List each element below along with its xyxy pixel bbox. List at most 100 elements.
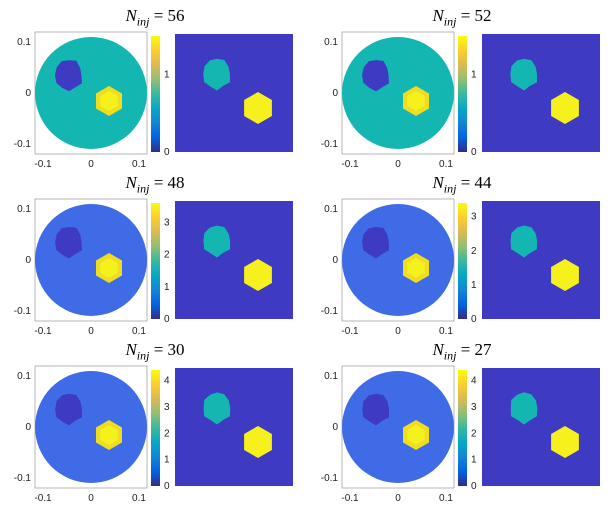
colorbar-tick-label: 3 — [471, 402, 477, 413]
colorbar-tick-label: 2 — [164, 428, 170, 439]
title-symbol: N — [432, 340, 444, 359]
title-subscript: inj — [136, 14, 150, 29]
title-symbol: N — [125, 6, 137, 25]
y-tick-label: -0.1 — [14, 306, 32, 317]
x-tick-label: 0 — [88, 159, 94, 170]
colorbar-tick-label: 2 — [471, 428, 477, 439]
reconstruction-dark-inclusion — [362, 60, 389, 92]
title-value: = 30 — [149, 340, 185, 359]
reconstruction-bright-core — [100, 91, 118, 111]
title-symbol: N — [125, 340, 137, 359]
panel-title: Ninj = 30 — [5, 340, 305, 363]
x-tick-label: 0.1 — [132, 159, 146, 170]
x-tick-label: -0.1 — [34, 493, 52, 504]
reconstruction-disk — [342, 37, 454, 149]
colorbar — [151, 36, 160, 152]
ground-truth-inclusion-teal — [510, 225, 538, 258]
panel-title: Ninj = 27 — [312, 340, 612, 363]
panel-ninj-52: Ninj = 52 0.1 0 -0.1 -0.1 0 0.1 1 0 — [312, 6, 612, 176]
title-subscript: inj — [136, 348, 150, 363]
ground-truth-image — [175, 34, 293, 152]
ground-truth-inclusion-yellow — [551, 426, 579, 458]
y-tick-label: 0 — [332, 422, 338, 433]
x-tick-label: 0 — [88, 326, 94, 337]
x-tick-label: 0.1 — [439, 326, 453, 337]
colorbar-tick-label: 0 — [164, 314, 170, 325]
reconstruction-dark-inclusion — [54, 60, 82, 92]
title-value: = 52 — [456, 6, 492, 25]
reconstruction-dark-inclusion — [362, 226, 389, 259]
colorbar-tick-label: 0 — [471, 314, 477, 325]
panel-title: Ninj = 52 — [312, 6, 612, 29]
panel-ninj-30: Ninj = 30 0.1 0 -0.1 -0.1 0 0.1 4 3 2 1 0 — [5, 340, 305, 510]
reconstruction-bright-core — [407, 425, 425, 445]
x-tick-label: -0.1 — [34, 326, 52, 337]
reconstruction-dark-inclusion — [55, 393, 82, 426]
panel-plots: 0.1 0 -0.1-0.1 0 0.1 3 2 1 0 — [14, 198, 293, 337]
panel-ninj-48: Ninj = 48 0.1 0 -0.1 -0.1 0 0.1 3 2 1 0 — [5, 173, 305, 343]
ground-truth-inclusion-yellow — [244, 259, 272, 291]
title-value: = 27 — [456, 340, 492, 359]
y-tick-label: 0.1 — [17, 37, 31, 48]
reconstruction-bright-core — [100, 425, 118, 445]
panel-plots: 0.1 0 -0.1-0.1 0 0.1 4 3 2 1 0 — [321, 365, 600, 504]
reconstruction-disk — [35, 37, 147, 149]
colorbar-tick-label: 1 — [471, 280, 477, 291]
y-tick-label: 0 — [332, 88, 338, 99]
ground-truth-inclusion-teal — [203, 58, 230, 91]
colorbar-tick-label: 0 — [471, 481, 477, 492]
colorbar-tick-label: 2 — [471, 246, 477, 257]
x-tick-label: 0 — [395, 159, 401, 170]
reconstruction-disk — [35, 204, 147, 316]
panel-ninj-44: Ninj = 44 0.1 0 -0.1 -0.1 0 0.1 3 2 1 0 — [312, 173, 612, 343]
x-tick-label: 0.1 — [439, 159, 453, 170]
reconstruction-bright-core — [100, 258, 118, 278]
colorbar-tick-label: 1 — [164, 282, 170, 293]
ground-truth-inclusion-teal — [510, 58, 537, 91]
title-subscript: inj — [136, 181, 150, 196]
title-subscript: inj — [443, 348, 457, 363]
panel-plots: 0.1 0 -0.1-0.1 0 0.1 4 3 2 1 0 — [14, 365, 293, 504]
title-symbol: N — [432, 173, 444, 192]
ground-truth-inclusion-yellow — [551, 92, 579, 124]
x-tick-label: -0.1 — [341, 326, 359, 337]
reconstruction-disk — [342, 371, 454, 483]
reconstruction-dark-inclusion — [362, 393, 389, 426]
panel-ninj-56: Ninj = 56 0.1 0 -0.1 -0.1 0 0.1 1 0 — [5, 6, 305, 176]
colorbar-tick-label: 0 — [164, 481, 170, 492]
x-tick-label: 0.1 — [132, 326, 146, 337]
ground-truth-inclusion-teal — [203, 225, 231, 258]
colorbar — [151, 370, 160, 486]
title-value: = 56 — [149, 6, 185, 25]
y-tick-label: 0.1 — [324, 204, 338, 215]
ground-truth-image — [175, 368, 293, 486]
y-tick-label: -0.1 — [321, 473, 339, 484]
colorbar — [458, 370, 467, 486]
panel-ninj-27: Ninj = 27 0.1 0 -0.1 -0.1 0 0.1 4 3 2 1 0 — [312, 340, 612, 510]
y-tick-label: 0 — [25, 255, 31, 266]
colorbar-tick-label: 1 — [164, 455, 170, 466]
colorbar-tick-label: 3 — [164, 402, 170, 413]
panel-title: Ninj = 56 — [5, 6, 305, 29]
y-tick-label: 0.1 — [17, 204, 31, 215]
panel-plots: 0.1 0 -0.1-0.1 0 0.1 1 0 — [14, 31, 293, 170]
colorbar-tick-label: 2 — [164, 250, 170, 261]
x-tick-label: 0.1 — [132, 493, 146, 504]
title-value: = 44 — [456, 173, 492, 192]
ground-truth-image — [482, 368, 600, 486]
colorbar-tick-label: 3 — [471, 212, 477, 223]
x-tick-label: -0.1 — [341, 159, 359, 170]
colorbar-tick-label: 4 — [164, 376, 170, 387]
colorbar-tick-label: 4 — [471, 376, 477, 387]
colorbar — [458, 36, 467, 152]
y-tick-label: -0.1 — [321, 306, 339, 317]
colorbar-tick-label: 0 — [164, 147, 170, 158]
y-tick-label: 0.1 — [324, 37, 338, 48]
reconstruction-disk — [35, 371, 147, 483]
x-tick-label: -0.1 — [341, 493, 359, 504]
ground-truth-inclusion-yellow — [244, 92, 272, 124]
colorbar-tick-label: 0 — [471, 147, 477, 158]
panel-plots: 0.1 0 -0.1-0.1 0 0.1 3 2 1 0 — [321, 198, 600, 337]
colorbar-tick-label: 1 — [164, 70, 170, 81]
colorbar-tick-label: 1 — [471, 455, 477, 466]
